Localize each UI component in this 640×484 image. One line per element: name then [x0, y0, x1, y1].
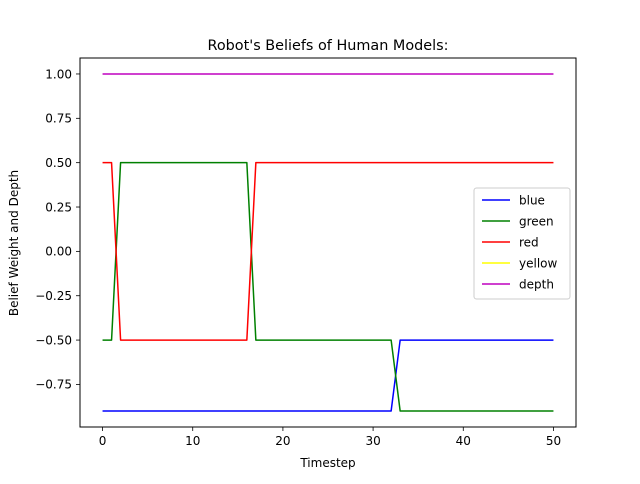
x-axis-label: Timestep [299, 456, 355, 470]
x-axis: 0 10 20 30 40 50 [99, 427, 561, 448]
y-tick-label: −0.50 [35, 333, 72, 347]
x-tick-label: 50 [546, 434, 561, 448]
y-tick-label: 0.25 [45, 200, 72, 214]
y-axis: −0.75 −0.50 −0.25 0.00 0.25 0.50 0.75 1.00 [35, 67, 80, 392]
plot-frame [79, 57, 577, 428]
series-line-red [102, 161, 554, 341]
y-tick-label: −0.25 [35, 289, 72, 303]
legend-label-yellow: yellow [519, 256, 557, 270]
y-axis-label: Belief Weight and Depth [7, 170, 21, 316]
series-layer [102, 73, 554, 412]
legend-label-blue: blue [519, 193, 545, 207]
legend-box [473, 187, 571, 300]
y-tick-label: 0.50 [45, 156, 72, 170]
x-tick-label: 40 [456, 434, 471, 448]
y-tick-label: −0.75 [35, 378, 72, 392]
legend-label-red: red [519, 235, 539, 249]
y-tick-label: 1.00 [45, 67, 72, 81]
legend: blue green red yellow depth [473, 187, 571, 300]
x-tick-label: 30 [365, 434, 380, 448]
x-tick-label: 0 [99, 434, 107, 448]
legend-label-green: green [519, 214, 554, 228]
y-tick-label: 0.75 [45, 112, 72, 126]
x-tick-label: 20 [275, 434, 290, 448]
x-tick-label: 10 [185, 434, 200, 448]
legend-label-depth: depth [519, 277, 554, 291]
chart-title: Robot's Beliefs of Human Models: [208, 38, 449, 54]
y-tick-label: 0.00 [45, 245, 72, 259]
